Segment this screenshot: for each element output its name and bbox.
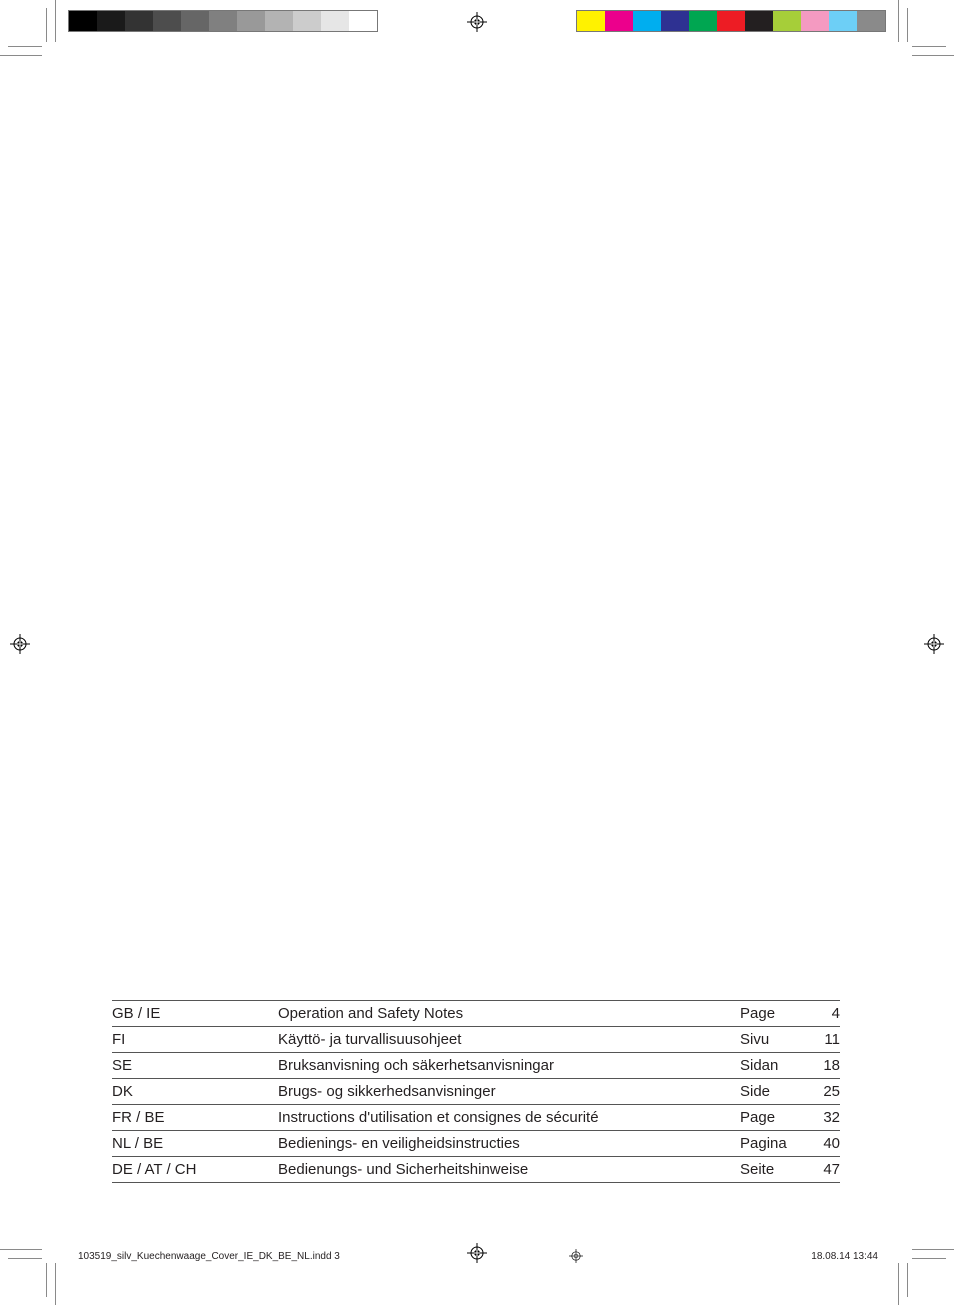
registration-mark-icon <box>10 634 30 654</box>
toc-page-label: Sidan <box>740 1053 810 1079</box>
toc-lang: DE / AT / CH <box>112 1157 278 1183</box>
toc-lang: NL / BE <box>112 1131 278 1157</box>
toc-lang: FR / BE <box>112 1105 278 1131</box>
toc-table: GB / IEOperation and Safety NotesPage4FI… <box>112 1000 840 1183</box>
toc-row: DE / AT / CHBedienungs- und Sicherheitsh… <box>112 1157 840 1183</box>
toc-desc: Käyttö- ja turvallisuusohjeet <box>278 1027 740 1053</box>
toc-row: DKBrugs- og sikkerhedsanvisningerSide25 <box>112 1079 840 1105</box>
toc-page-num: 40 <box>810 1131 840 1157</box>
toc-page-label: Seite <box>740 1157 810 1183</box>
toc-desc: Operation and Safety Notes <box>278 1001 740 1027</box>
toc-row: FIKäyttö- ja turvallisuusohjeetSivu11 <box>112 1027 840 1053</box>
toc-page-num: 4 <box>810 1001 840 1027</box>
toc-row: GB / IEOperation and Safety NotesPage4 <box>112 1001 840 1027</box>
toc-page-num: 25 <box>810 1079 840 1105</box>
footer-date: 18.08.14 13:44 <box>811 1251 878 1262</box>
toc-page-num: 11 <box>810 1027 840 1053</box>
toc-desc: Instructions d'utilisation et consignes … <box>278 1105 740 1131</box>
toc-page-label: Page <box>740 1105 810 1131</box>
toc-lang: GB / IE <box>112 1001 278 1027</box>
registration-mark-icon <box>467 12 487 32</box>
registration-mark-icon <box>569 1249 583 1263</box>
toc-desc: Bedienungs- und Sicherheitshinweise <box>278 1157 740 1183</box>
toc-lang: FI <box>112 1027 278 1053</box>
toc-page-label: Sivu <box>740 1027 810 1053</box>
toc-page-label: Page <box>740 1001 810 1027</box>
registration-mark-icon <box>924 634 944 654</box>
toc-page-num: 32 <box>810 1105 840 1131</box>
toc-desc: Bruksanvisning och säkerhetsanvisningar <box>278 1053 740 1079</box>
toc-desc: Brugs- og sikkerhedsanvisninger <box>278 1079 740 1105</box>
toc-row: FR / BEInstructions d'utilisation et con… <box>112 1105 840 1131</box>
toc-row: SEBruksanvisning och säkerhetsanvisninga… <box>112 1053 840 1079</box>
footer-filename: 103519_silv_Kuechenwaage_Cover_IE_DK_BE_… <box>78 1251 340 1262</box>
toc-page-num: 18 <box>810 1053 840 1079</box>
toc-lang: SE <box>112 1053 278 1079</box>
grayscale-colorbar <box>68 10 378 32</box>
toc-lang: DK <box>112 1079 278 1105</box>
process-colorbar <box>576 10 886 32</box>
toc-desc: Bedienings- en veiligheidsinstructies <box>278 1131 740 1157</box>
toc-page-label: Pagina <box>740 1131 810 1157</box>
toc-page-num: 47 <box>810 1157 840 1183</box>
toc-row: NL / BEBedienings- en veiligheidsinstruc… <box>112 1131 840 1157</box>
toc-page-label: Side <box>740 1079 810 1105</box>
footer-slug: 103519_silv_Kuechenwaage_Cover_IE_DK_BE_… <box>78 1249 878 1263</box>
